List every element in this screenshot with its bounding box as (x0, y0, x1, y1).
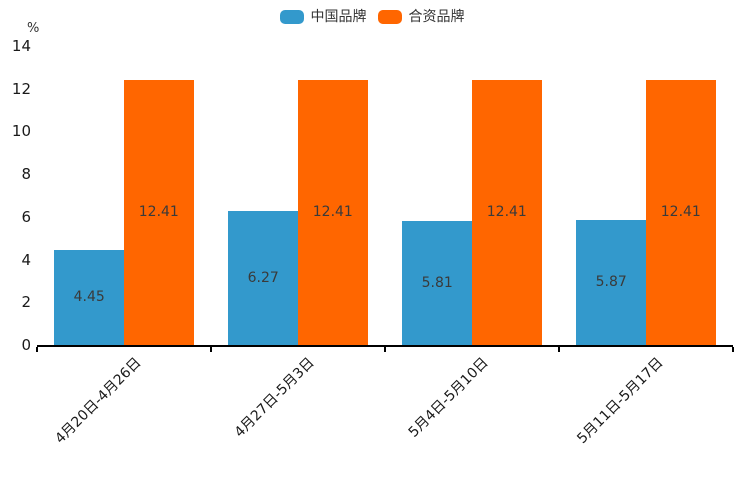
bar-value-label: 12.41 (312, 204, 353, 221)
legend-item-label: 中国品牌 (310, 9, 367, 25)
x-tick-mark (36, 347, 38, 352)
bar-series0-cat3 (576, 219, 646, 345)
y-tick-label: 6 (21, 207, 31, 226)
legend-swatch-icon (377, 10, 402, 24)
x-tick-mark (384, 347, 386, 352)
bar-series1-cat0 (124, 79, 194, 345)
bar-value-label: 12.41 (138, 204, 179, 221)
x-tick-mark (558, 347, 560, 352)
x-tick-label: 4月27日-5月3日 (232, 354, 319, 441)
bar-value-label: 12.41 (660, 204, 701, 221)
x-tick-label: 5月11日-5月17日 (573, 354, 667, 447)
bar-value-label: 4.45 (73, 289, 105, 306)
y-tick-label: 4 (21, 250, 31, 269)
legend-item-label: 合资品牌 (408, 9, 465, 25)
legend-swatch-icon (279, 10, 304, 24)
legend-item-0: 中国品牌 (279, 8, 367, 26)
y-tick-label: 2 (21, 293, 31, 312)
y-axis-unit-label: % (27, 21, 40, 36)
y-tick-label: 14 (11, 37, 31, 55)
chart-legend: 中国品牌 合资品牌 (0, 7, 744, 27)
x-tick-label: 4月20日-4月26日 (51, 354, 145, 447)
bar-series1-cat2 (472, 79, 542, 345)
y-tick-label: 8 (21, 165, 31, 184)
x-tick-mark (732, 347, 734, 352)
bar-value-label: 12.41 (486, 204, 527, 221)
bar-value-label: 5.81 (421, 274, 453, 291)
y-tick-label: 10 (11, 122, 31, 141)
plot-area: 4.45 6.27 5.81 5.87 12.41 12.41 12.41 12.41 (37, 46, 733, 345)
y-tick-label: 0 (21, 336, 31, 354)
bar-value-label: 5.87 (595, 274, 627, 291)
legend-item-1: 合资品牌 (377, 8, 465, 26)
x-tick-label: 5月4日-5月10日 (406, 354, 493, 441)
bar-series0-cat2 (402, 220, 472, 345)
x-tick-mark (210, 347, 212, 352)
y-tick-label: 12 (11, 79, 31, 98)
x-axis-line (37, 345, 733, 347)
bar-series0-cat1 (228, 211, 298, 345)
bar-series1-cat3 (646, 79, 716, 345)
bar-value-label: 6.27 (247, 270, 279, 287)
bar-series1-cat1 (298, 79, 368, 345)
bar-series0-cat0 (54, 249, 124, 345)
